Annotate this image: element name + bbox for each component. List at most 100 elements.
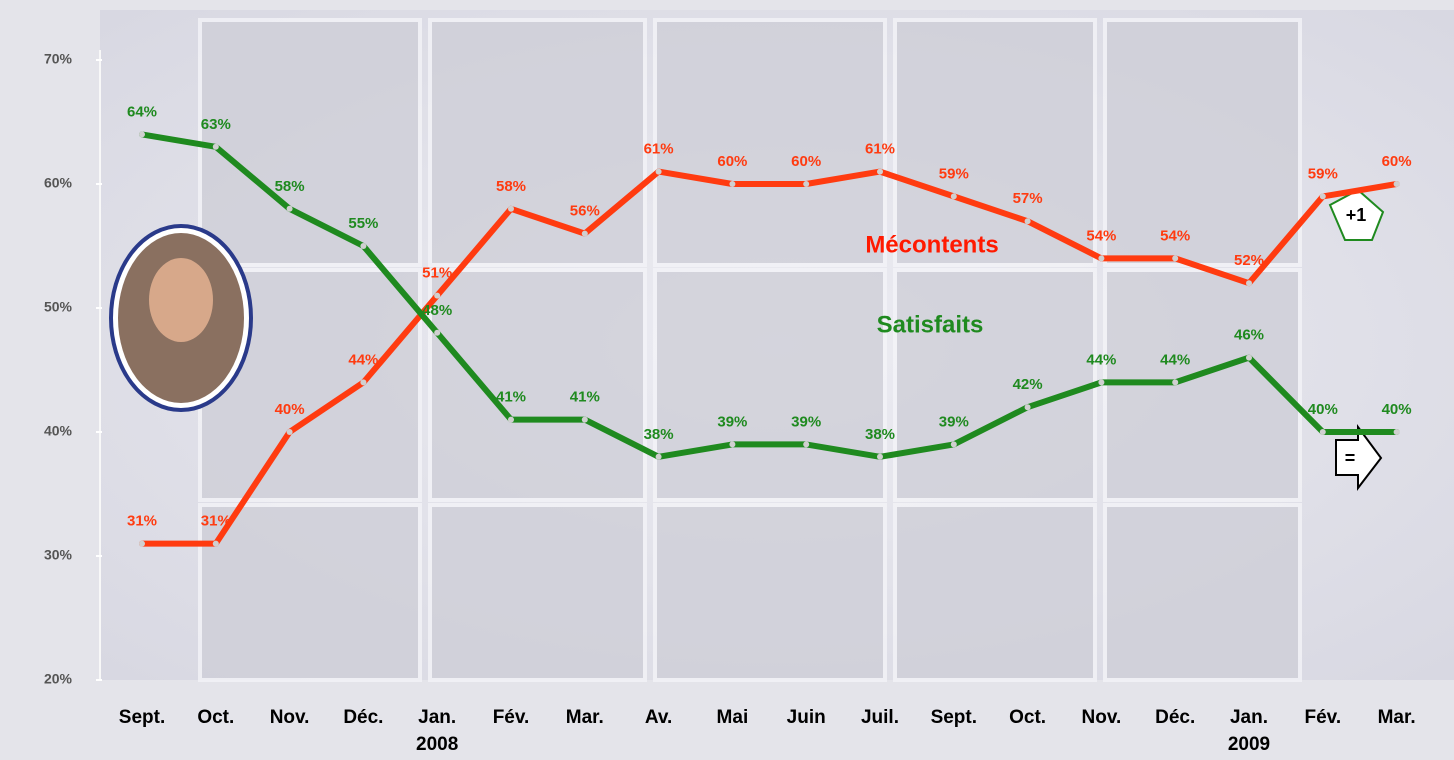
value-label: 64% bbox=[127, 103, 157, 120]
y-tick-label: 20% bbox=[44, 671, 73, 687]
data-point bbox=[803, 441, 810, 448]
value-label: 61% bbox=[644, 141, 674, 158]
value-label: 44% bbox=[1160, 351, 1190, 368]
x-tick-label: Mar. bbox=[566, 707, 604, 728]
data-point bbox=[1098, 255, 1105, 262]
value-label: 54% bbox=[1086, 227, 1116, 244]
series-label: Mécontents bbox=[865, 231, 998, 258]
data-point bbox=[360, 379, 367, 386]
data-point bbox=[1246, 354, 1252, 361]
value-label: 58% bbox=[275, 178, 305, 195]
value-label: 41% bbox=[570, 389, 600, 406]
value-label: 46% bbox=[1234, 327, 1264, 344]
annotation: +1 bbox=[1346, 205, 1367, 225]
data-point bbox=[1098, 379, 1105, 386]
data-point bbox=[1246, 280, 1252, 287]
x-tick-label: Nov. bbox=[270, 707, 310, 728]
value-label: 31% bbox=[127, 513, 157, 530]
value-label: 59% bbox=[939, 165, 969, 182]
value-label: 59% bbox=[1308, 165, 1338, 182]
data-point bbox=[508, 205, 514, 212]
value-label: 52% bbox=[1234, 252, 1264, 269]
x-tick-label: Juil. bbox=[861, 707, 899, 728]
x-tick-label: Fév. bbox=[1304, 707, 1341, 728]
data-point bbox=[581, 416, 588, 423]
annotation-badge: +1 bbox=[1328, 188, 1385, 241]
x-tick-label: Fév. bbox=[493, 707, 530, 728]
x-tick-label: Sept. bbox=[119, 707, 165, 728]
data-point bbox=[212, 143, 219, 150]
x-tick-label: Oct. bbox=[197, 707, 234, 728]
value-label: 57% bbox=[1013, 190, 1043, 207]
value-label: 31% bbox=[201, 513, 231, 530]
x-tick-label: Jan. 2009 bbox=[1228, 707, 1270, 755]
data-point bbox=[434, 329, 441, 336]
value-label: 40% bbox=[1382, 401, 1412, 418]
portrait bbox=[109, 224, 253, 412]
data-point bbox=[581, 230, 588, 237]
data-point bbox=[655, 453, 662, 460]
value-label: 60% bbox=[1382, 153, 1412, 170]
data-point bbox=[950, 441, 957, 448]
value-label: 48% bbox=[422, 302, 452, 319]
data-point bbox=[950, 193, 957, 200]
data-point bbox=[1024, 218, 1031, 225]
photo-grid bbox=[198, 18, 1302, 682]
x-tick-label: Jan. 2008 bbox=[416, 707, 458, 755]
value-label: 39% bbox=[791, 413, 821, 430]
data-point bbox=[655, 168, 662, 175]
data-point bbox=[139, 131, 145, 138]
data-point bbox=[139, 540, 145, 547]
x-tick-label: Av. bbox=[645, 707, 672, 728]
value-label: 44% bbox=[1086, 351, 1116, 368]
x-tick-label: Nov. bbox=[1082, 707, 1122, 728]
annotation-badge: = bbox=[1335, 423, 1383, 491]
value-label: 55% bbox=[348, 215, 378, 232]
value-label: 60% bbox=[717, 153, 747, 170]
value-label: 38% bbox=[644, 426, 674, 443]
data-point bbox=[1393, 181, 1400, 187]
value-label: 40% bbox=[275, 401, 305, 418]
data-point bbox=[803, 181, 810, 187]
series-line bbox=[139, 168, 1400, 547]
x-tick-label: Oct. bbox=[1009, 707, 1046, 728]
data-point bbox=[360, 243, 367, 249]
x-tick-label: Déc. bbox=[1155, 707, 1195, 728]
value-label: 39% bbox=[717, 413, 747, 430]
data-point bbox=[508, 416, 514, 423]
value-label: 51% bbox=[422, 265, 452, 282]
data-point bbox=[1172, 255, 1179, 262]
value-label: 56% bbox=[570, 203, 600, 220]
value-label: 39% bbox=[939, 413, 969, 430]
y-tick-label: 50% bbox=[44, 299, 73, 315]
data-point bbox=[286, 429, 293, 435]
data-point bbox=[1172, 379, 1179, 386]
data-point bbox=[1393, 429, 1400, 435]
data-point bbox=[1024, 404, 1031, 411]
value-label: 42% bbox=[1013, 376, 1043, 393]
x-tick-label: Mar. bbox=[1378, 707, 1416, 728]
data-point bbox=[434, 292, 441, 299]
x-tick-label: Sept. bbox=[931, 707, 977, 728]
data-point bbox=[877, 168, 883, 175]
value-label: 41% bbox=[496, 389, 526, 406]
y-tick-label: 60% bbox=[44, 175, 73, 191]
value-label: 38% bbox=[865, 426, 895, 443]
value-label: 60% bbox=[791, 153, 821, 170]
y-tick-label: 40% bbox=[44, 423, 73, 439]
value-label: 58% bbox=[496, 178, 526, 195]
data-point bbox=[729, 181, 736, 187]
value-label: 54% bbox=[1160, 227, 1190, 244]
data-point bbox=[212, 540, 219, 547]
x-tick-label: Mai bbox=[717, 707, 749, 728]
y-tick-label: 70% bbox=[44, 51, 73, 67]
data-point bbox=[877, 453, 883, 460]
x-tick-label: Déc. bbox=[343, 707, 383, 728]
y-tick-label: 30% bbox=[44, 547, 73, 563]
x-tick-label: Juin bbox=[787, 707, 826, 728]
annotation: = bbox=[1345, 448, 1356, 468]
data-point bbox=[1319, 429, 1326, 435]
series-line bbox=[139, 131, 1400, 460]
